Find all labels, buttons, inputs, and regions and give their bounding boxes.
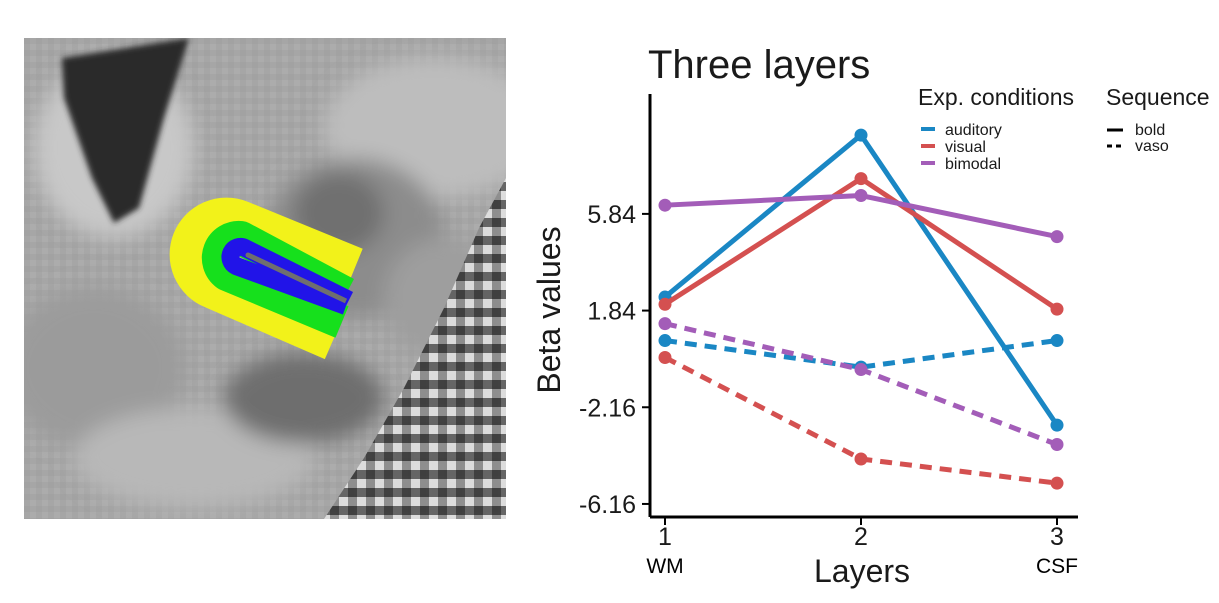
series-bimodal-bold	[658, 189, 1064, 244]
y-tick-label: -2.16	[579, 394, 636, 422]
x-ticks: 1 WM 2 3 CSF	[646, 517, 1078, 578]
legend-label-visual: visual	[945, 139, 986, 156]
legend-label-auditory: auditory	[945, 122, 1002, 139]
data-point	[1050, 418, 1064, 432]
data-point	[854, 128, 868, 142]
x-region-label: CSF	[1036, 555, 1078, 578]
legend-label-bimodal: bimodal	[945, 156, 1001, 173]
y-tick-label: -6.16	[579, 491, 636, 519]
data-point	[1050, 476, 1064, 490]
data-point	[854, 189, 868, 203]
data-point	[854, 452, 868, 466]
legend-conditions-title: Exp. conditions	[918, 84, 1074, 110]
x-tick-label: 3	[1050, 523, 1064, 551]
mri-slice-image	[24, 38, 506, 519]
series-group	[658, 128, 1064, 490]
series-bimodal-vaso	[658, 317, 1064, 451]
legend-label-vaso: vaso	[1135, 138, 1169, 155]
x-tick-label: 2	[854, 523, 868, 551]
data-point	[854, 363, 868, 377]
series-visual-vaso	[658, 350, 1064, 490]
legend-sequence-title: Sequence	[1106, 84, 1210, 110]
data-point	[854, 172, 868, 186]
data-point	[1050, 230, 1064, 244]
mri-dark-ventricle	[62, 38, 189, 223]
series-auditory-vaso	[658, 334, 1064, 374]
chart-title: Three layers	[648, 43, 870, 87]
y-axis-label: Beta values	[531, 226, 567, 393]
x-axis-label: Layers	[814, 553, 910, 589]
data-point	[1050, 437, 1064, 451]
data-point	[658, 350, 672, 364]
mri-noisy-region	[324, 178, 506, 519]
data-point	[658, 334, 672, 348]
data-point	[658, 297, 672, 311]
data-point	[1050, 334, 1064, 348]
x-region-label: WM	[646, 555, 683, 578]
y-ticks: 5.84 1.84 -2.16 -6.16	[579, 201, 650, 519]
cortical-layer-overlay	[169, 197, 363, 360]
x-tick-label: 1	[658, 523, 672, 551]
data-point	[658, 198, 672, 212]
y-tick-label: 1.84	[587, 298, 636, 326]
data-point	[1050, 302, 1064, 316]
y-tick-label: 5.84	[587, 201, 636, 229]
legend-label-bold: bold	[1135, 122, 1165, 139]
series-line	[664, 338, 1058, 370]
series-visual-bold	[658, 172, 1064, 316]
data-point	[658, 317, 672, 331]
